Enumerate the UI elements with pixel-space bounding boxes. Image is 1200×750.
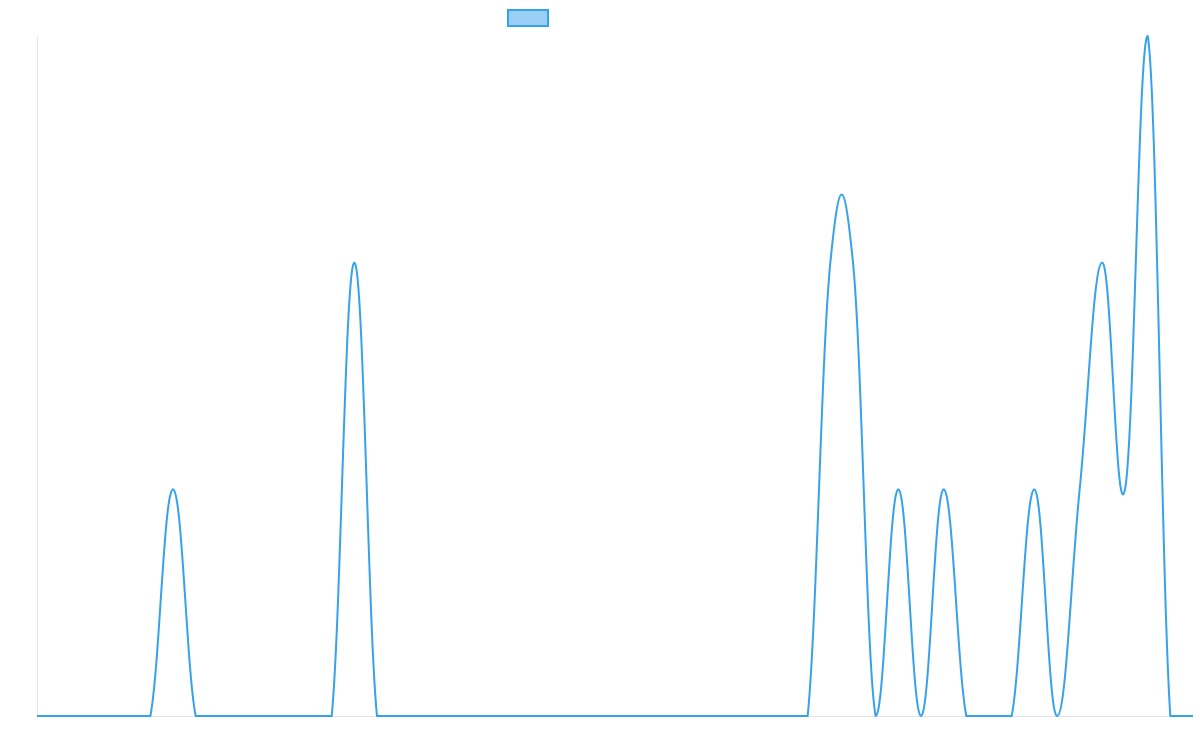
legend-swatch <box>507 9 549 27</box>
line-series <box>37 34 1193 718</box>
